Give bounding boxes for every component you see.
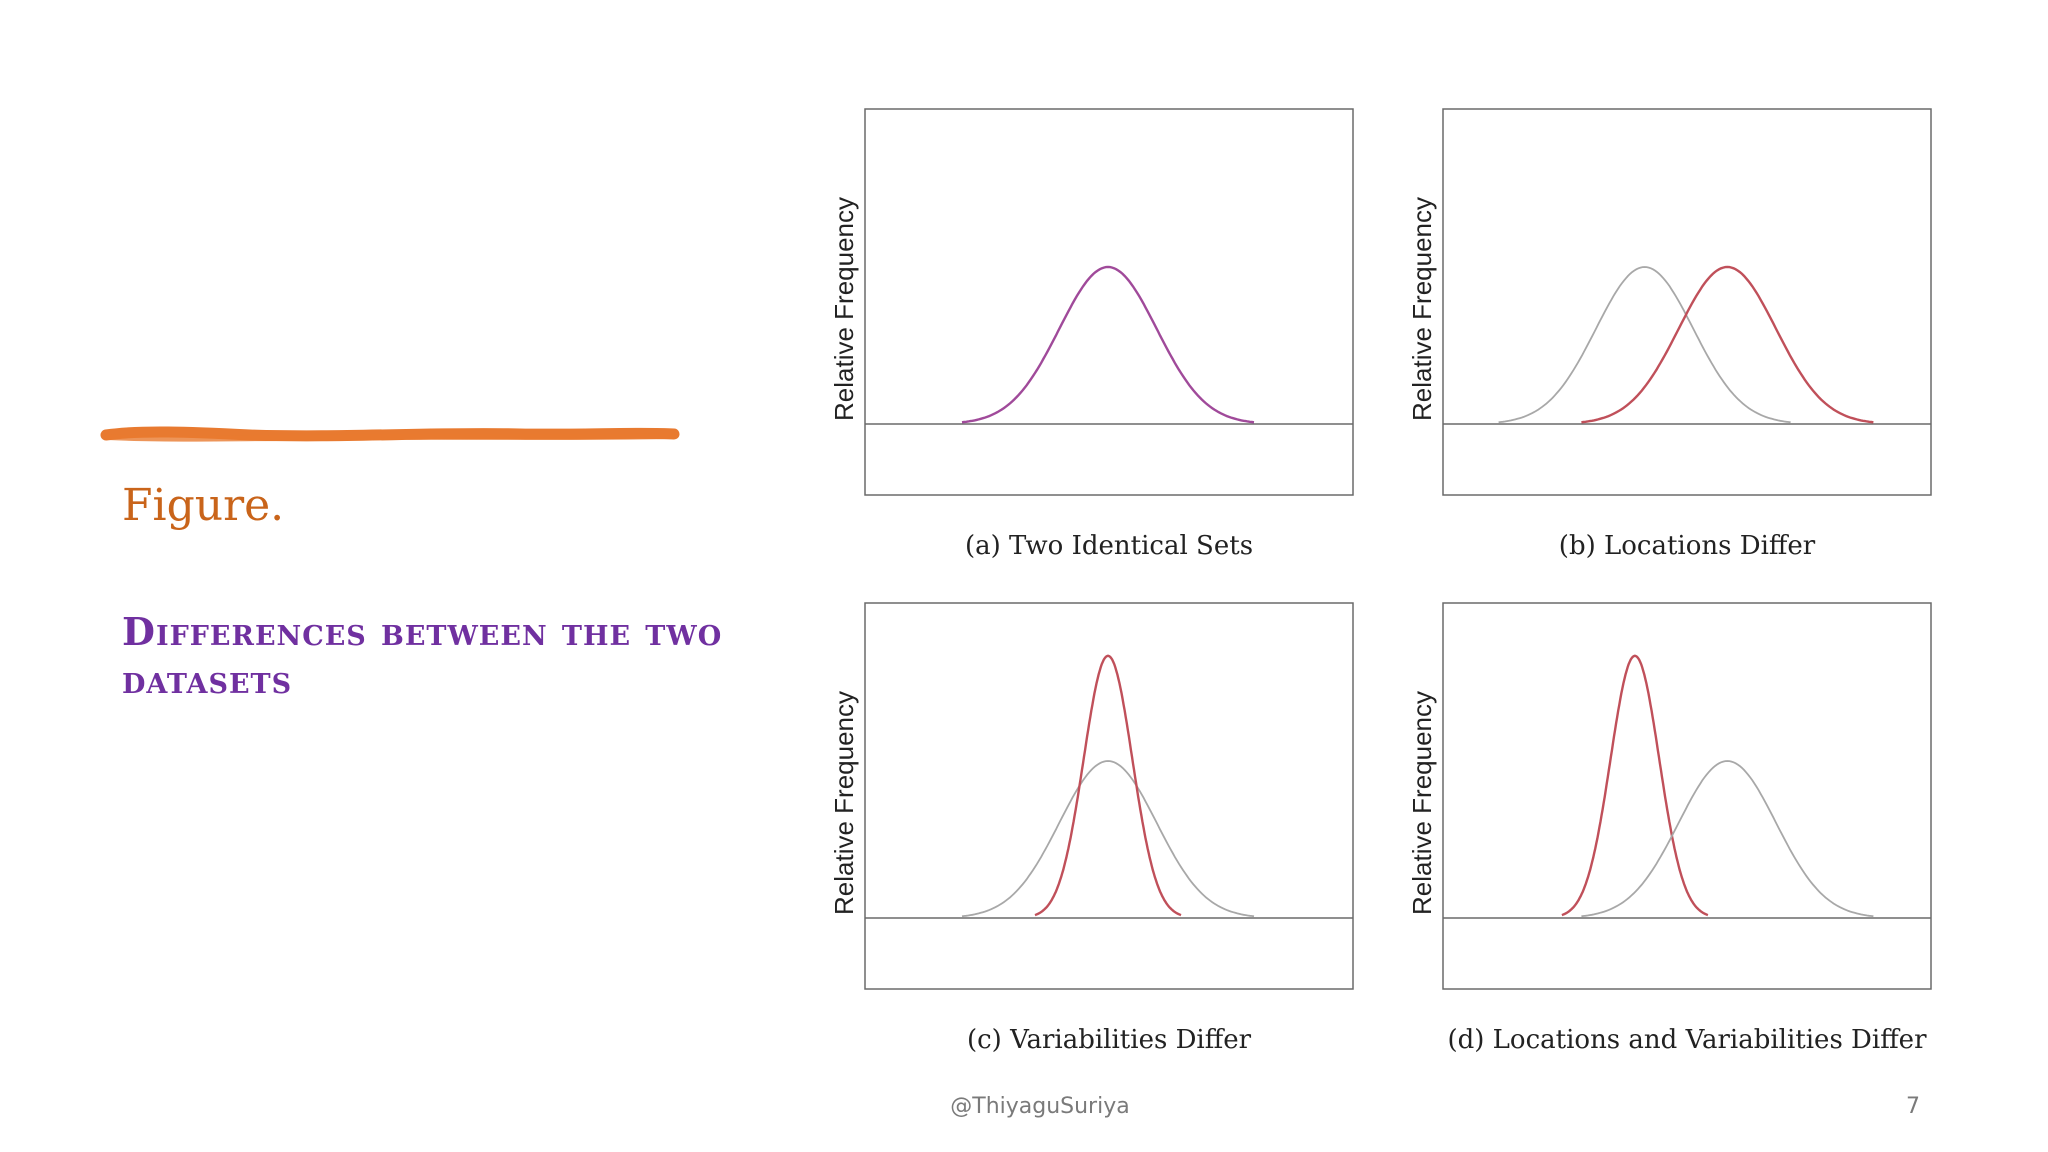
- chart-frame: [1442, 108, 1932, 496]
- footer-handle: @ThiyaguSuriya: [950, 1094, 1130, 1119]
- y-axis-label: Relative Frequency: [1407, 691, 1437, 915]
- series-curve-2: [1581, 265, 1874, 424]
- y-axis-label: Relative Frequency: [1407, 197, 1437, 421]
- page-number: 7: [1906, 1094, 1920, 1119]
- series-curve-1: [961, 265, 1255, 424]
- y-axis-label: Relative Frequency: [829, 197, 859, 421]
- panel-caption: (d) Locations and Variabilities Differ: [1447, 1025, 1927, 1055]
- slide-heading: Figure.: [122, 480, 285, 531]
- chart-frame: [864, 108, 1354, 496]
- chart-frame: [864, 602, 1354, 990]
- chart-panel-2: Relative Frequency (b) Locations Differ: [1407, 108, 1932, 561]
- series-curve-2: [1581, 760, 1874, 918]
- chart-panel-1: Relative Frequency (a) Two Identical Sets: [829, 108, 1354, 561]
- chart-panel-4: Relative Frequency (d) Locations and Vari…: [1407, 602, 1932, 1055]
- y-axis-label: Relative Frequency: [829, 691, 859, 915]
- series-curve-2: [1034, 654, 1182, 917]
- slide-subtitle: Differences between the two datasets: [122, 609, 723, 702]
- series-curve-1: [1561, 654, 1709, 917]
- panel-caption: (c) Variabilities Differ: [967, 1025, 1252, 1055]
- panel-caption: (b) Locations Differ: [1559, 531, 1816, 561]
- series-curve-1: [1498, 266, 1791, 424]
- accent-brush-stroke: [100, 426, 680, 442]
- series-curve-1: [961, 760, 1255, 918]
- chart-frame: [1442, 602, 1932, 990]
- chart-panel-3: Relative Frequency (c) Variabilities Diff…: [829, 602, 1354, 1055]
- panel-caption: (a) Two Identical Sets: [965, 531, 1253, 561]
